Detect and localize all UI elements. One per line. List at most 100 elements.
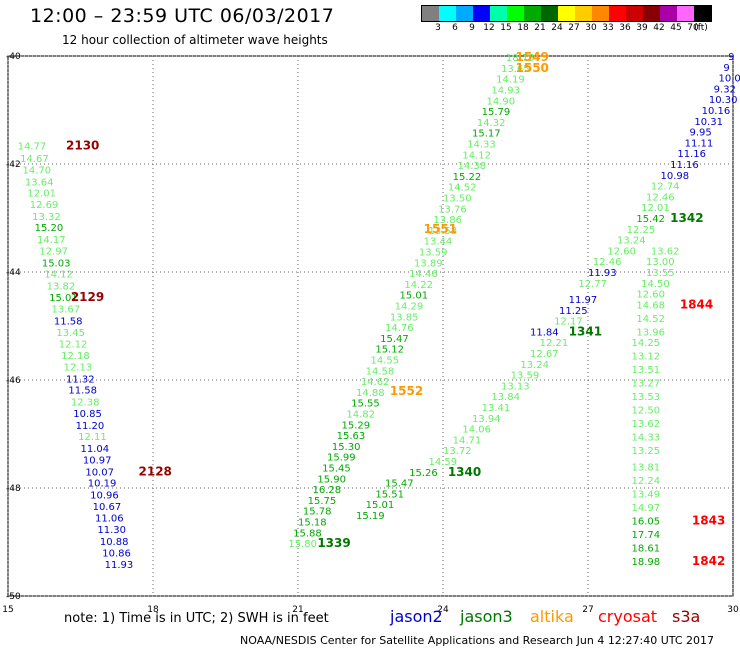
- wave-height-value: 15.26: [409, 468, 438, 479]
- wave-height-value: 15.45: [322, 463, 351, 474]
- wave-height-value: 13.25: [632, 446, 661, 457]
- orbit-pass-label: 1342: [670, 211, 703, 225]
- legend-label: 9: [469, 23, 475, 33]
- wave-height-value: 15.29: [342, 420, 371, 431]
- wave-height-value: 11.58: [68, 386, 97, 397]
- legend-swatch: [541, 6, 558, 21]
- wave-height-value: 11.06: [95, 514, 124, 525]
- legend-label: 24: [551, 23, 563, 33]
- page-subtitle: 12 hour collection of altimeter wave hei…: [62, 33, 328, 47]
- wave-height-value: 13.44: [424, 237, 453, 248]
- wave-height-value: 14.50: [641, 279, 670, 290]
- legend-label: 21: [534, 23, 546, 33]
- legend-swatch: [473, 6, 490, 21]
- wave-height-value: 12.25: [627, 225, 656, 236]
- wave-height-value: 13.72: [443, 446, 472, 457]
- wave-height-value: 14.38: [458, 161, 487, 172]
- wave-height-value: 13.24: [520, 360, 549, 371]
- mission-label-cryosat: cryosat: [598, 607, 658, 626]
- footer-credit: NOAA/NESDIS Center for Satellite Applica…: [240, 634, 715, 647]
- wave-height-value: 12.12: [59, 339, 88, 350]
- x-tick-label: 21: [292, 605, 303, 615]
- wave-height-value: 10.07: [85, 467, 114, 478]
- mission-label-jason3: jason3: [460, 607, 513, 626]
- wave-height-value: 13.59: [419, 247, 448, 258]
- wave-height-value: 15.90: [317, 474, 346, 485]
- wave-height-value: 13.55: [646, 268, 675, 279]
- wave-height-value: 12.01: [27, 189, 56, 200]
- wave-height-value: 15.47: [380, 334, 409, 345]
- wave-height-value: 15.01: [49, 293, 78, 304]
- orbit-pass-label: 1844: [680, 297, 713, 311]
- wave-height-value: 11.30: [97, 525, 126, 536]
- orbit-pass-label: 1552: [390, 384, 423, 398]
- orbit-pass-label: 2129: [71, 290, 104, 304]
- wave-height-value: 11.97: [569, 295, 598, 306]
- y-tick-label: -50: [6, 592, 21, 602]
- legend-label: 3: [435, 23, 441, 33]
- wave-height-value: 12.77: [578, 279, 607, 290]
- wave-height-value: 12.13: [64, 363, 93, 374]
- legend-label: 18: [517, 23, 529, 33]
- wave-height-value: 14.70: [23, 165, 52, 176]
- wave-height-value: 14.06: [462, 425, 491, 436]
- wave-height-value: 10.85: [73, 409, 102, 420]
- x-tick-label: 18: [147, 605, 159, 615]
- wave-height-value: 13.62: [651, 246, 680, 257]
- wave-height-value: 14.19: [496, 75, 525, 86]
- wave-height-value: 15.75: [308, 496, 337, 507]
- wave-height-value: 13.81: [632, 462, 661, 473]
- wave-height-value: 14.76: [385, 323, 414, 334]
- wave-height-value: 13.58: [429, 226, 458, 237]
- wave-height-value: 12.17: [554, 317, 583, 328]
- legend-swatch: [490, 6, 507, 21]
- legend-swatch: [524, 6, 541, 21]
- wave-height-value: 14.33: [632, 433, 661, 444]
- wave-height-value: 10.19: [88, 479, 117, 490]
- wave-height-value: 13.50: [443, 193, 472, 204]
- wave-height-value: 11.04: [81, 444, 110, 455]
- legend-swatch: [643, 6, 660, 21]
- wave-height-value: 15.12: [375, 345, 404, 356]
- orbit-pass-label: 1550: [516, 61, 549, 75]
- wave-height-value: 13.45: [56, 328, 85, 339]
- x-tick-label: 30: [727, 605, 739, 615]
- wave-height-value: 15.51: [375, 489, 404, 500]
- wave-height-value: 13.82: [47, 282, 76, 293]
- wave-height-value: 10.16: [702, 106, 731, 117]
- wave-height-value: 11.20: [76, 421, 105, 432]
- wave-height-value: 13.27: [632, 379, 661, 390]
- wave-height-value: 15.01: [366, 500, 395, 511]
- wave-height-value: 13.96: [636, 327, 665, 338]
- orbit-pass-label: 2128: [139, 464, 172, 478]
- legend-swatch: [422, 6, 439, 21]
- legend-swatch: [626, 6, 643, 21]
- wave-height-value: 14.88: [356, 388, 385, 399]
- orbit-pass-label: 1340: [448, 465, 481, 479]
- wave-height-value: 15.19: [356, 511, 385, 522]
- wave-height-value: 15.03: [42, 258, 71, 269]
- wave-height-value: 10.30: [709, 95, 738, 106]
- legend-label: (ft): [694, 23, 708, 33]
- wave-height-value: 11.11: [685, 138, 714, 149]
- wave-height-value: 14.22: [404, 280, 433, 291]
- wave-height-value: 12.11: [78, 432, 107, 443]
- legend-swatch: [507, 6, 524, 21]
- wave-height-value: 11.16: [677, 149, 706, 160]
- wave-height-value: 14.93: [491, 85, 520, 96]
- wave-height-value: 13.85: [390, 312, 419, 323]
- y-tick-label: -46: [6, 376, 21, 386]
- orbit-pass-label: 2130: [66, 139, 99, 153]
- wave-height-value: 15.01: [400, 291, 429, 302]
- wave-height-value: 13.65: [501, 64, 530, 75]
- wave-height-value: 14.59: [429, 457, 458, 468]
- wave-height-value: 12.46: [646, 192, 675, 203]
- wave-height-value: 14.58: [366, 366, 395, 377]
- mission-label-altika: altika: [530, 607, 574, 626]
- wave-height-value: 9: [723, 63, 729, 74]
- wave-height-value: 14.46: [409, 269, 438, 280]
- wave-height-value: 15.17: [472, 129, 501, 140]
- wave-height-value: 16.28: [313, 485, 342, 496]
- wave-height-value: 12.67: [530, 349, 559, 360]
- wave-height-value: 13.94: [472, 414, 501, 425]
